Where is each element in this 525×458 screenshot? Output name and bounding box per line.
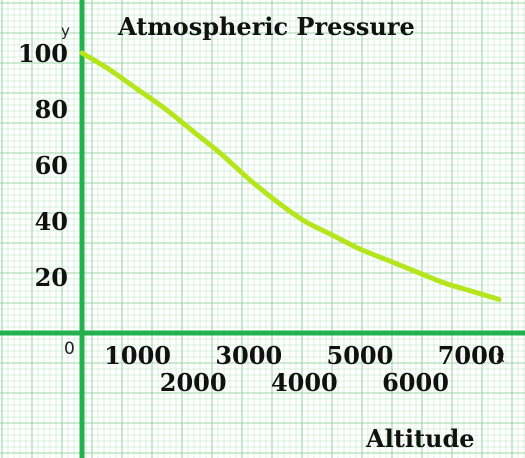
data-point-3500 bbox=[275, 199, 278, 203]
chart-title: Atmospheric Pressure bbox=[117, 12, 415, 41]
labels-group: Atmospheric Pressure y x 0 Altitude bbox=[61, 12, 505, 453]
data-point-0 bbox=[80, 51, 84, 55]
x-axis-label: Altitude bbox=[365, 424, 475, 453]
data-point-2500 bbox=[219, 152, 223, 156]
pressure-curve bbox=[79, 50, 502, 302]
x-tick-label: 6000 bbox=[382, 368, 449, 397]
data-point-6000 bbox=[414, 269, 417, 273]
x-axis-letter: x bbox=[496, 348, 505, 366]
x-tick-label: 4000 bbox=[271, 368, 338, 397]
y-axis-letter: y bbox=[61, 22, 70, 40]
x-tick-label: 1000 bbox=[104, 341, 171, 370]
data-point-5000 bbox=[358, 247, 362, 251]
data-point-6500 bbox=[441, 281, 445, 285]
data-point-2000 bbox=[191, 129, 195, 133]
y-tick-label: 20 bbox=[35, 263, 68, 292]
data-point-3000 bbox=[247, 177, 251, 181]
y-tick-label: 60 bbox=[35, 151, 68, 180]
x-tick-label: 7000 bbox=[438, 341, 505, 370]
y-tick-label: 100 bbox=[18, 39, 68, 68]
data-point-4000 bbox=[302, 219, 306, 223]
x-tick-label: 5000 bbox=[327, 341, 394, 370]
data-point-1000 bbox=[136, 87, 140, 91]
x-tick-label: 3000 bbox=[215, 341, 282, 370]
data-point-7500 bbox=[497, 297, 501, 301]
data-point-7000 bbox=[469, 289, 473, 293]
data-point-5500 bbox=[386, 258, 390, 262]
data-point-4500 bbox=[330, 233, 334, 237]
x-tick-label: 2000 bbox=[160, 368, 227, 397]
y-tick-label: 40 bbox=[35, 207, 68, 236]
y-tick-labels: 100 80 60 40 20 bbox=[18, 39, 68, 292]
origin-label: 0 bbox=[64, 339, 75, 359]
data-point-500 bbox=[108, 68, 112, 72]
data-point-1500 bbox=[163, 107, 167, 111]
series-group bbox=[79, 50, 502, 302]
y-tick-label: 80 bbox=[35, 95, 68, 124]
